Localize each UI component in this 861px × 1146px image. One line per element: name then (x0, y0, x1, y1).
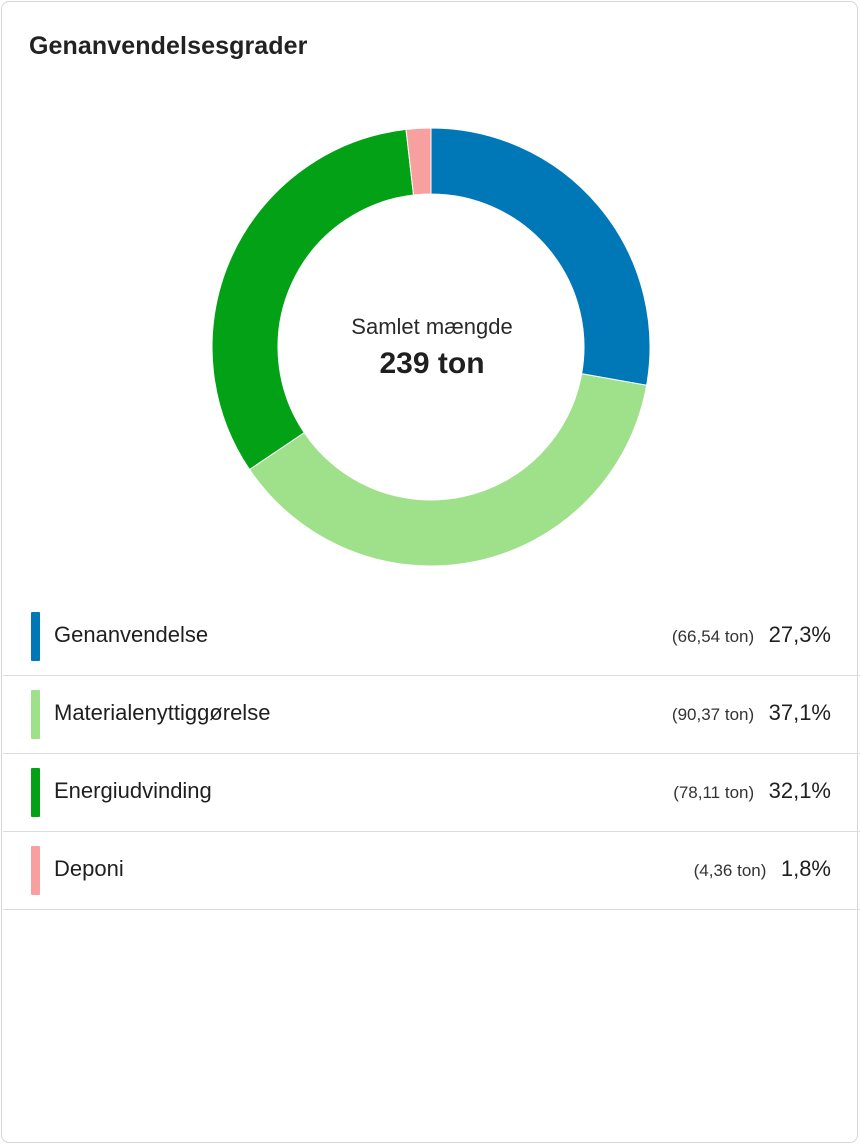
legend: Genanvendelse (66,54 ton) 27,3% Material… (3, 598, 860, 910)
total-amount: 239 ton (379, 347, 485, 380)
legend-values: (66,54 ton) 27,3% (672, 622, 831, 648)
legend-item-genanvendelse: Genanvendelse (66,54 ton) 27,3% (3, 598, 860, 676)
legend-percentage: 32,1% (768, 778, 831, 803)
legend-percentage: 27,3% (768, 622, 831, 647)
legend-tons: (4,36 ton) (693, 861, 767, 880)
legend-item-energiudvinding: Energiudvinding (78,11 ton) 32,1% (3, 754, 860, 832)
donut-slice-genanvendelse (430, 127, 651, 386)
legend-item-deponi: Deponi (4,36 ton) 1,8% (3, 832, 860, 910)
legend-label: Genanvendelse (54, 622, 209, 647)
legend-swatch (31, 612, 40, 661)
legend-values: (90,37 ton) 37,1% (672, 700, 831, 726)
donut-center-label: Samlet mængde 239 ton (232, 312, 632, 384)
legend-tons: (66,54 ton) (671, 627, 755, 646)
legend-label: Deponi (54, 856, 124, 881)
donut-slice-energiudvinding (211, 128, 415, 471)
legend-label: Materialenyttiggørelse (54, 700, 271, 725)
donut-chart (211, 127, 651, 567)
legend-swatch (31, 846, 40, 895)
legend-values: (78,11 ton) 32,1% (673, 778, 831, 804)
legend-tons: (90,37 ton) (671, 705, 755, 724)
donut-slice-materialenyttigg-relse (248, 373, 648, 567)
legend-label: Energiudvinding (54, 778, 212, 803)
legend-swatch (31, 768, 40, 817)
legend-percentage: 37,1% (768, 700, 831, 725)
legend-swatch (31, 690, 40, 739)
total-caption: Samlet mængde (351, 314, 513, 339)
legend-tons: (78,11 ton) (673, 783, 755, 802)
card-title: Genanvendelsesgrader (29, 32, 308, 60)
donut-slice-deponi (405, 127, 432, 196)
legend-item-materialenyttiggoerelse: Materialenyttiggørelse (90,37 ton) 37,1% (3, 676, 860, 754)
legend-values: (4,36 ton) 1,8% (694, 856, 831, 882)
legend-percentage: 1,8% (780, 856, 831, 881)
